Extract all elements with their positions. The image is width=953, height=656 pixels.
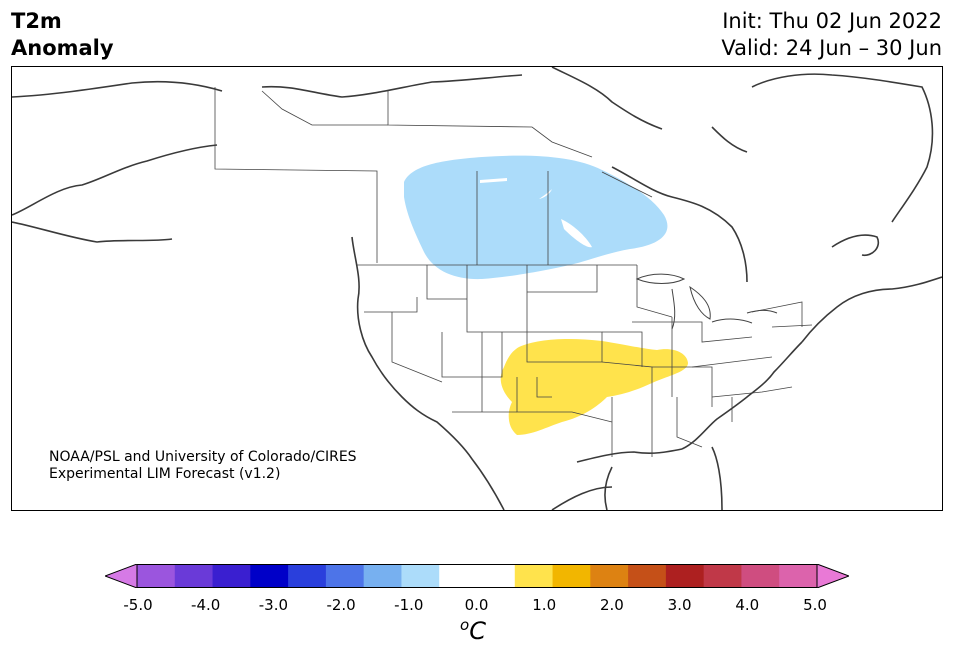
credit-line-2: Experimental LIM Forecast (v1.2) (49, 466, 281, 482)
warm-anomaly-region (500, 339, 688, 435)
colorbar-tick-label: 3.0 (667, 596, 692, 614)
colorbar-cell (779, 564, 818, 588)
political-boundaries (214, 87, 813, 457)
colorbar-cell (741, 564, 780, 588)
colorbar-cell (212, 564, 251, 588)
colorbar-tick-label: 5.0 (803, 596, 827, 614)
colorbar-cells (137, 564, 818, 588)
colorbar-tick-label: 0.0 (464, 596, 489, 614)
colorbar-cell (325, 564, 365, 588)
valid-range: Valid: 24 Jun – 30 Jun (721, 36, 942, 60)
colorbar-high-extend-arrow (816, 564, 849, 588)
colorbar-cell (628, 564, 667, 588)
colorbar-cell (439, 564, 478, 588)
colorbar-tick-label: 1.0 (532, 596, 557, 614)
init-date: Init: Thu 02 Jun 2022 (722, 9, 942, 33)
colorbar-cell (174, 564, 214, 588)
colorbar-tick-label: 4.0 (735, 596, 760, 614)
colorbar-cell (665, 564, 705, 588)
colorbar-cell (363, 564, 402, 588)
north-america-map (12, 67, 942, 510)
colorbar-cell (703, 564, 742, 588)
colorbar-cell (514, 564, 554, 588)
cool-lake-3 (480, 178, 507, 183)
temperature-colorbar (105, 564, 849, 588)
colorbar-tick-labels: -5.0 -4.0 -3.0 -2.0 -1.0 0.0 1.0 2.0 3.0 4.0 5.0 (0, 596, 953, 616)
map-title: T2m Anomaly (11, 8, 114, 62)
title-line-2: Anomaly (11, 36, 114, 60)
colorbar-unit: oC (460, 616, 486, 645)
great-lakes (635, 273, 778, 330)
colorbar-cell (477, 564, 516, 588)
colorbar-tick-label: -5.0 (123, 596, 153, 614)
colorbar-low-extend-arrow (105, 564, 138, 588)
forecast-credit: NOAA/PSL and University of Colorado/CIRE… (49, 449, 357, 483)
credit-line-1: NOAA/PSL and University of Colorado/CIRE… (49, 449, 357, 465)
unit-degree-symbol: o (460, 616, 470, 634)
colorbar-tick-label: 2.0 (599, 596, 624, 614)
colorbar-tick-label: -2.0 (326, 596, 356, 614)
map-panel (11, 66, 943, 511)
colorbar-cell (250, 564, 289, 588)
colorbar-cell (590, 564, 629, 588)
colorbar-cell (288, 564, 327, 588)
colorbar-cell (401, 564, 440, 588)
colorbar-tick-label: -3.0 (258, 596, 289, 614)
coastlines (12, 67, 942, 510)
colorbar-cell (552, 564, 591, 588)
colorbar-tick-label: -1.0 (394, 596, 424, 614)
unit-letter: C (469, 617, 486, 645)
cool-lake-1 (561, 219, 592, 248)
title-line-1: T2m (11, 9, 62, 33)
cool-anomaly-region (404, 155, 668, 280)
colorbar-tick-label: -4.0 (191, 596, 221, 614)
colorbar-cell (137, 564, 176, 588)
forecast-dates: Init: Thu 02 Jun 2022 Valid: 24 Jun – 30… (721, 8, 942, 62)
colorbar-outline (136, 564, 818, 588)
